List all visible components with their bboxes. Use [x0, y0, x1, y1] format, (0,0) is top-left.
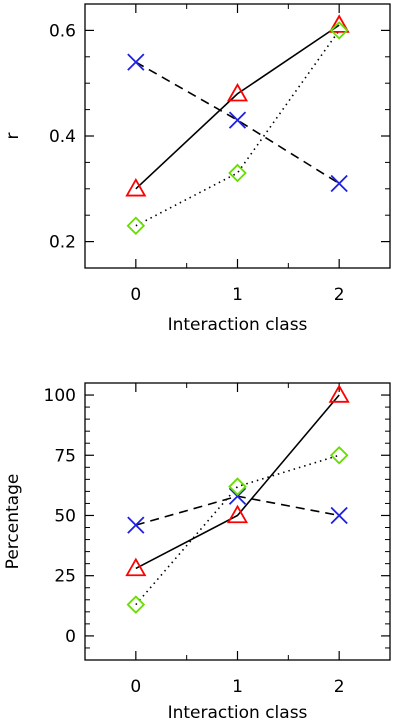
- data-point-cross: [127, 53, 145, 71]
- chart-panel-1: 0 1 2 0.2 0.4 0.6 Interaction class r: [3, 3, 391, 335]
- y-axis-title: r: [3, 133, 23, 140]
- y-tick-label: 50: [54, 506, 76, 526]
- series-line-cross: [135, 61, 340, 185]
- chart-panel-2: 0 1 2 0 25 50 75 100 Interaction class Percentage: [3, 382, 391, 720]
- data-point-cross: [330, 174, 348, 193]
- data-point-diamond: [329, 21, 349, 40]
- y-tick-label: 75: [54, 446, 76, 466]
- y-tick-label: 100: [44, 386, 76, 406]
- data-point-triangle: [328, 14, 350, 33]
- series-line-triangle: [135, 24, 340, 190]
- data-point-cross: [228, 111, 247, 129]
- data-point-triangle: [226, 504, 249, 524]
- data-point-cross: [330, 506, 348, 525]
- data-point-triangle: [125, 177, 147, 197]
- x-axis-title: Interaction class: [168, 315, 308, 335]
- data-point-triangle: [226, 82, 249, 102]
- series-line-cross: [135, 495, 340, 526]
- y-tick-label: 0.2: [49, 233, 76, 253]
- x-tick-label: 0: [130, 677, 141, 697]
- x-tick-label: 0: [130, 285, 141, 305]
- x-tick-label: 2: [334, 677, 345, 697]
- data-point-diamond: [228, 477, 247, 496]
- x-tick-label: 1: [232, 285, 243, 305]
- series-line-triangle: [135, 394, 340, 570]
- series-line-diamond: [135, 454, 340, 606]
- x-tick-label: 2: [334, 285, 345, 305]
- x-tick-label: 1: [232, 677, 243, 697]
- y-tick-label: 0: [65, 627, 76, 647]
- data-point-diamond: [228, 163, 247, 183]
- y-tick-label: 0.4: [49, 127, 76, 147]
- data-point-diamond: [126, 595, 146, 614]
- data-point-cross: [228, 487, 247, 505]
- x-axis-title: Interaction class: [168, 703, 308, 720]
- y-tick-label: 0.6: [49, 21, 76, 41]
- y-axis-title: Percentage: [3, 474, 23, 570]
- data-point-diamond: [329, 445, 349, 465]
- series-line-diamond: [135, 29, 340, 227]
- data-point-triangle: [328, 384, 350, 403]
- data-point-diamond: [126, 216, 146, 236]
- y-tick-label: 25: [54, 567, 76, 587]
- data-point-triangle: [125, 557, 147, 577]
- data-point-cross: [127, 516, 145, 534]
